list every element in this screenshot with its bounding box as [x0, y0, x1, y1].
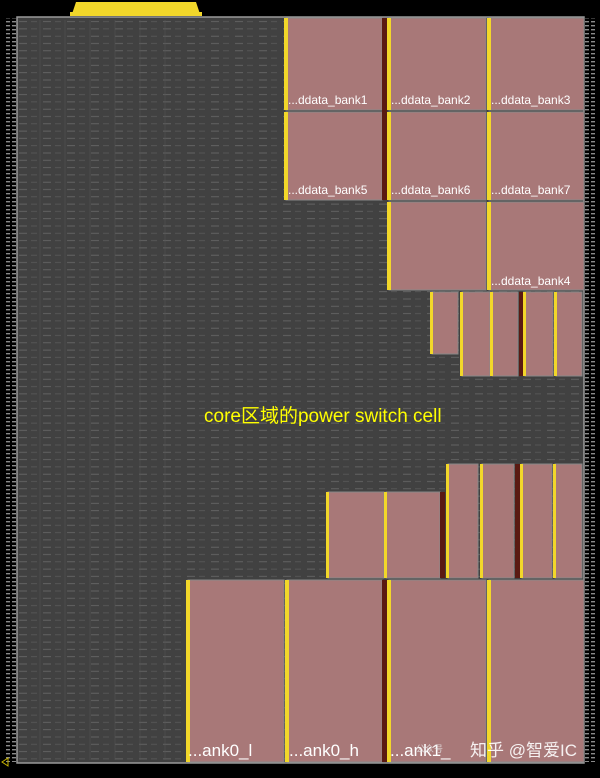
macro-bottom-right[interactable] — [487, 579, 585, 763]
watermark-sub: 公众号 — [416, 744, 443, 754]
power-switch-annotation: core区域的power switch cell — [204, 405, 442, 427]
macro-ank0-l[interactable] — [186, 579, 285, 763]
label-ank0-h: ...ank0_h — [289, 741, 359, 760]
macro-ddata-bank4[interactable] — [487, 201, 585, 291]
dark-strap-1 — [382, 18, 387, 200]
macro-ddata-bank3[interactable] — [487, 17, 585, 111]
top-power-pad-base — [70, 12, 202, 16]
macro-ddata-bank2[interactable] — [387, 17, 487, 111]
macro-ank1[interactable] — [387, 579, 487, 763]
macro-unnamed-mid[interactable] — [387, 201, 487, 291]
macro-ddata-bank5[interactable] — [284, 111, 383, 201]
label-ank1: ...ank1_ — [390, 741, 451, 760]
label-bank2: ...ddata_bank2 — [391, 93, 471, 107]
macro-ddata-bank6[interactable] — [387, 111, 487, 201]
label-bank4: ...ddata_bank4 — [491, 274, 571, 288]
top-power-pad — [72, 2, 200, 14]
watermark: 知乎 @智爱IC — [470, 741, 577, 760]
macro-ddata-bank1[interactable] — [284, 17, 383, 111]
corner-marker-icon — [1, 757, 9, 767]
label-bank6: ...ddata_bank6 — [391, 183, 471, 197]
label-bank5: ...ddata_bank5 — [288, 183, 368, 197]
small-macro-group-upper[interactable] — [430, 291, 583, 377]
dark-strap-2 — [382, 580, 387, 762]
label-ank0-l: ...ank0_l — [188, 741, 252, 760]
label-bank7: ...ddata_bank7 — [491, 183, 571, 197]
label-bank3: ...ddata_bank3 — [491, 93, 571, 107]
macro-ank0-h[interactable] — [285, 579, 383, 763]
small-macro-group-lower[interactable] — [446, 463, 583, 579]
macro-ddata-bank7[interactable] — [487, 111, 585, 201]
label-bank1: ...ddata_bank1 — [288, 93, 368, 107]
mid-macros-pair[interactable] — [326, 491, 445, 579]
power-switch-columns — [39, 20, 166, 760]
left-io-pins — [4, 18, 17, 762]
right-io-pins — [584, 18, 596, 762]
